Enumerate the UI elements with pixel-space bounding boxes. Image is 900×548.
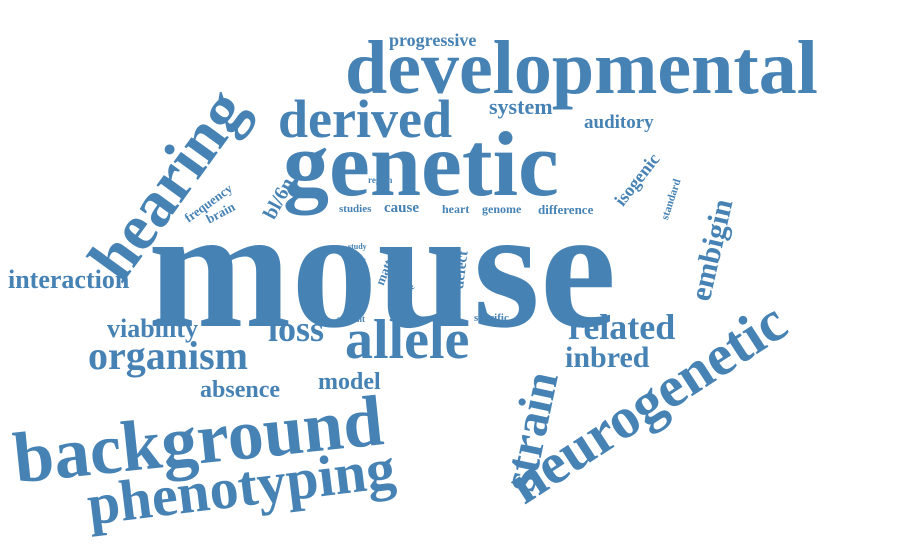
word-allele: allele (345, 309, 470, 371)
word-mutant: mutant (337, 314, 366, 324)
word-developmental: developmental (345, 26, 818, 110)
word-derived: derived (278, 89, 452, 149)
word-cause: cause (384, 200, 419, 216)
word-heart: heart (442, 202, 470, 216)
word-model: model (318, 369, 381, 395)
word-effect: effect (345, 256, 366, 266)
word-interaction: interaction (8, 265, 130, 294)
word-auditory: auditory (584, 112, 654, 133)
word-mouse: mouse (148, 174, 617, 364)
word-specific: specific (474, 312, 509, 324)
word-standard: standard (659, 177, 684, 222)
word-loss: loss (268, 309, 325, 349)
word-inbred: inbred (565, 341, 650, 374)
word-studies: studies (339, 203, 372, 215)
word-difference: difference (538, 202, 594, 217)
word-absence: absence (200, 377, 280, 403)
word-progressive: progressive (389, 30, 477, 50)
word-viability: viability (107, 314, 199, 343)
word-organism: organism (88, 333, 248, 378)
word-system: system (489, 94, 553, 119)
word-related: related (568, 307, 676, 347)
word-genetic: genetic (283, 113, 559, 215)
word-isogenic: isogenic (610, 149, 664, 210)
word-region: region (368, 175, 393, 185)
word-embigin: embigin (684, 195, 740, 304)
word-study: study (348, 242, 367, 251)
word-genome: genome (482, 202, 522, 216)
